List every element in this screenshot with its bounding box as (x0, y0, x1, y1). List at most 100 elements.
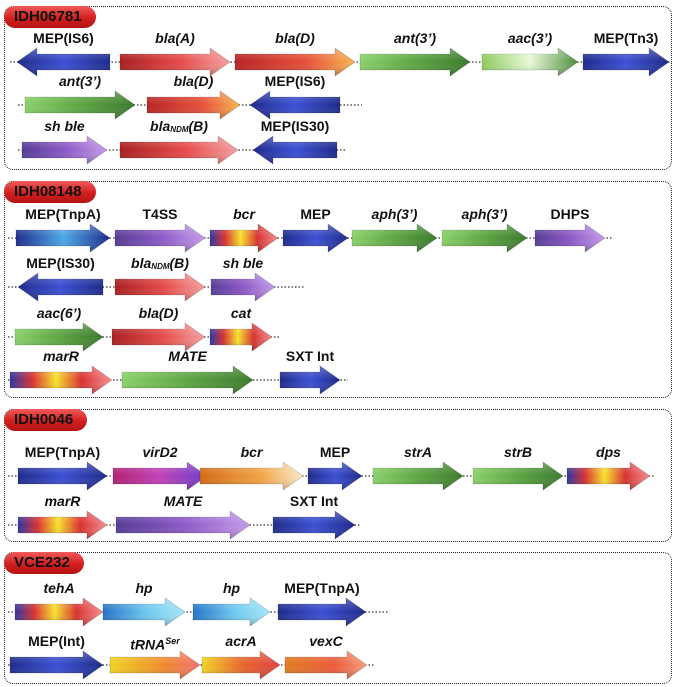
gene-label: sh ble (222, 255, 264, 271)
gene-arrow-shade (193, 598, 270, 626)
gene-label: marR (44, 493, 81, 509)
gene-arrow-shade (115, 224, 205, 252)
gene-arrow-shade (210, 224, 278, 252)
gene-label: T4SS (142, 206, 178, 222)
gene-arrow-shade (285, 651, 367, 679)
gene-arrow-shade (473, 462, 563, 490)
gene-arrow-shade (280, 366, 340, 394)
gene-label: sh ble (44, 118, 85, 134)
gene-arrow-shade (373, 462, 463, 490)
gene-label: vexC (309, 633, 343, 649)
gene-label: hp (135, 580, 153, 596)
gene-label: virD2 (142, 444, 178, 460)
gene-arrow-shade (253, 136, 337, 164)
gene-arrow-shade (103, 598, 185, 626)
gene-arrow-shade (583, 48, 669, 76)
gene-label: SXT Int (285, 348, 335, 364)
panel-title-idh0046: IDH0046 (4, 409, 88, 431)
gene-arrow-shade (110, 651, 200, 679)
gene-arrow-shade (10, 651, 103, 679)
gene-label: MEP(IS30) (260, 118, 330, 134)
gene-label: aac(3’) (507, 30, 553, 46)
panel-idh08148 (4, 181, 672, 398)
gene-arrow-shade (120, 48, 230, 76)
gene-arrow-shade (235, 48, 355, 76)
gene-arrow-shade (120, 136, 238, 164)
gene-arrow-shade (122, 366, 253, 394)
gene-label: MEP(Tn3) (593, 30, 659, 46)
gene-label: bla(D) (138, 305, 179, 321)
gene-label: dps (596, 444, 621, 460)
gene-label: aph(3’) (371, 206, 418, 222)
gene-arrow-shade (352, 224, 437, 252)
gene-label: tRNASer (130, 636, 180, 653)
gene-label: strA (403, 444, 433, 460)
panel-title-idh06781: IDH06781 (4, 6, 96, 28)
gene-arrow-shade (210, 323, 272, 351)
gene-label: acrA (225, 633, 257, 649)
gene-arrow-shade (360, 48, 470, 76)
gene-arrow-shade (535, 224, 605, 252)
gene-arrow-shade (283, 224, 348, 252)
gene-label: blaNDM(B) (131, 255, 189, 271)
gene-arrow-shade (115, 273, 205, 301)
gene-arrow-shade (482, 48, 578, 76)
gene-label: tehA (43, 580, 75, 596)
gene-label: MEP(Int) (28, 633, 85, 649)
gene-label: aph(3’) (461, 206, 508, 222)
gene-arrow-shade (273, 511, 355, 539)
gene-label: DHPS (550, 206, 590, 222)
gene-arrow-shade (17, 48, 110, 76)
gene-label: aac(6’) (36, 305, 82, 321)
gene-arrows (9, 47, 670, 680)
gene-label: MEP (300, 206, 331, 222)
gene-arrow-shade (442, 224, 527, 252)
gene-label: MEP(TnpA) (284, 580, 360, 596)
gene-arrow-shade (308, 462, 362, 490)
gene-arrow-shade (18, 273, 103, 301)
gene-arrow-shade (116, 511, 250, 539)
gene-label: bla(D) (173, 73, 214, 89)
gene-label: hp (222, 580, 241, 596)
gene-label: ant(3’) (394, 30, 436, 46)
gene-arrow-shade (211, 273, 275, 301)
gene-label: cat (230, 305, 252, 321)
gene-arrow-shade (278, 598, 366, 626)
gene-arrow-shade (22, 136, 107, 164)
backbone-lines (8, 61, 672, 666)
gene-arrow-shade (18, 462, 107, 490)
gene-arrow-shade (147, 91, 240, 119)
gene-label: strB (503, 444, 533, 460)
panel-idh0046 (4, 409, 672, 542)
gene-arrow-shade (200, 462, 303, 490)
gene-arrow-shade (567, 462, 650, 490)
gene-arrow-shade (112, 323, 205, 351)
gene-label: bcr (233, 206, 255, 222)
gene-label: SXT Int (289, 493, 339, 509)
gene-arrow-shade (15, 323, 103, 351)
gene-arrow-shade (25, 91, 135, 119)
gene-arrow-shade (250, 91, 340, 119)
gene-label: MEP(TnpA) (24, 444, 101, 460)
gene-arrow-shade (10, 366, 112, 394)
gene-label: MATE (168, 348, 207, 364)
gene-label: bla(D) (275, 30, 315, 46)
panel-title-vce232: VCE232 (4, 552, 84, 574)
panel-idh06781 (4, 6, 672, 170)
gene-label: bcr (240, 444, 263, 460)
gene-arrow-shade (202, 651, 280, 679)
gene-label: MEP(IS30) (26, 255, 95, 271)
gene-arrow-shade (113, 462, 207, 490)
gene-label: ant(3’) (59, 73, 101, 89)
gene-label: MATE (163, 493, 203, 509)
gene-label: marR (43, 348, 79, 364)
gene-arrow-shade (18, 511, 107, 539)
panel-title-idh08148: IDH08148 (4, 181, 96, 203)
gene-label: MEP(IS6) (264, 73, 326, 89)
gene-label: blaNDM(B) (150, 118, 208, 134)
gene-arrow-shade (16, 224, 110, 252)
gene-label: MEP(TnpA) (25, 206, 101, 222)
gene-label: bla(A) (155, 30, 195, 46)
gene-label: MEP(IS6) (33, 30, 94, 46)
